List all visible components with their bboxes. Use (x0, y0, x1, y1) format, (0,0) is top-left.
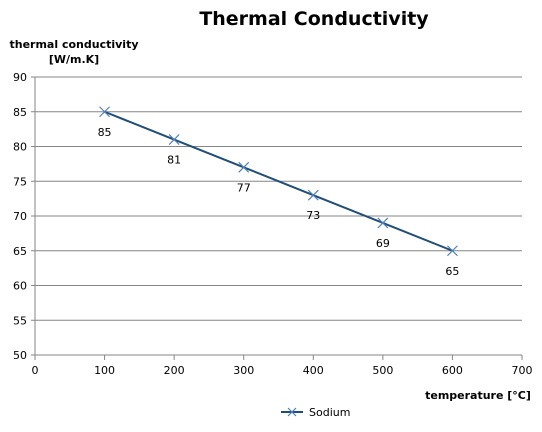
y-tick-label-65: 65 (13, 245, 27, 258)
x-tick-label-500: 500 (372, 364, 393, 377)
x-tick-label-0: 0 (32, 364, 39, 377)
data-point-marker (307, 189, 319, 201)
x-axis-title: temperature [°C] (425, 389, 531, 402)
series-layer (99, 106, 458, 257)
data-point-marker (168, 134, 180, 145)
series-line-sodium (104, 110, 453, 252)
data-point-marker (377, 217, 389, 229)
y-tick-label-70: 70 (13, 210, 27, 223)
x-tick-label-700: 700 (512, 364, 533, 377)
data-point-marker (447, 245, 458, 257)
data-label: 73 (306, 209, 320, 222)
y-axis-title-line2: [W/m.K] (49, 53, 99, 66)
data-label: 81 (167, 154, 181, 167)
x-tick-label-400: 400 (303, 364, 324, 377)
y-tick-label-80: 80 (13, 141, 27, 154)
data-label: 85 (98, 126, 112, 139)
y-axis-title-line1: thermal conductivity (10, 38, 139, 51)
tick-labels: 50 55 60 65 70 75 80 85 90 0 100 200 300 400 500 600 700 (13, 71, 533, 377)
data-label: 65 (445, 265, 459, 278)
x-tick-label-300: 300 (233, 364, 254, 377)
legend: Sodium (281, 406, 350, 419)
y-tick-label-60: 60 (13, 280, 27, 293)
chart-title: Thermal Conductivity (199, 8, 429, 30)
y-tick-label-85: 85 (13, 106, 27, 119)
data-label: 77 (237, 181, 251, 194)
data-labels: 85 81 77 73 69 65 (98, 126, 460, 278)
legend-label-sodium: Sodium (309, 406, 350, 419)
x-tick-label-200: 200 (164, 364, 185, 377)
y-tick-label-75: 75 (13, 175, 27, 188)
axes (31, 76, 523, 360)
x-tick-label-600: 600 (442, 364, 463, 377)
y-tick-label-50: 50 (13, 349, 27, 362)
y-tick-label-55: 55 (13, 314, 27, 327)
legend-marker (287, 407, 297, 417)
data-point-marker (99, 106, 110, 118)
x-tick-label-100: 100 (94, 364, 115, 377)
data-point-marker (238, 161, 250, 173)
data-label: 69 (376, 237, 390, 250)
y-tick-label-90: 90 (13, 71, 27, 84)
